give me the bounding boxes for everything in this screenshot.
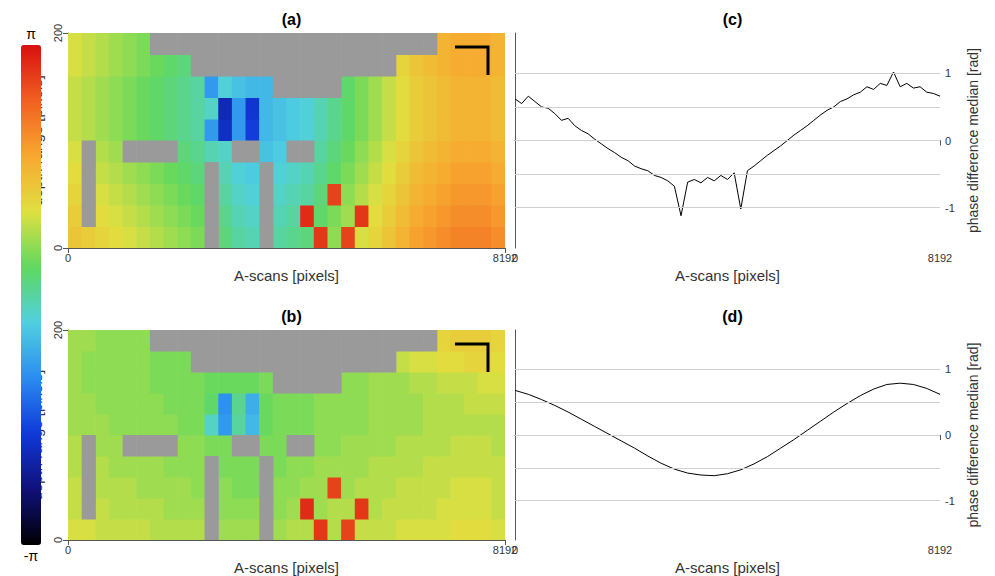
svg-text:8192: 8192 <box>928 252 952 264</box>
svg-text:(c): (c) <box>723 11 743 28</box>
svg-text:8192: 8192 <box>493 252 517 264</box>
svg-text:A-scans [pixels]: A-scans [pixels] <box>675 267 780 284</box>
svg-text:(d): (d) <box>722 308 742 325</box>
svg-text:0: 0 <box>945 429 951 441</box>
svg-text:phase difference median [rad]: phase difference median [rad] <box>965 48 981 233</box>
svg-text:200: 200 <box>52 321 64 339</box>
svg-text:(b): (b) <box>281 308 301 325</box>
svg-text:8192: 8192 <box>928 544 952 556</box>
svg-text:0: 0 <box>512 544 518 556</box>
svg-text:(a): (a) <box>282 11 302 28</box>
svg-text:-1: -1 <box>945 495 955 507</box>
svg-text:0: 0 <box>52 537 64 543</box>
svg-text:1: 1 <box>945 67 951 79</box>
svg-text:-1: -1 <box>945 202 955 214</box>
svg-text:0: 0 <box>52 245 64 251</box>
svg-text:A-scans [pixels]: A-scans [pixels] <box>234 267 339 284</box>
svg-text:0: 0 <box>65 252 71 264</box>
svg-text:0: 0 <box>945 135 951 147</box>
svg-text:π: π <box>26 26 36 42</box>
svg-text:A-scans [pixels]: A-scans [pixels] <box>675 559 780 576</box>
svg-text:1: 1 <box>945 363 951 375</box>
svg-text:-π: -π <box>24 548 39 564</box>
svg-text:8192: 8192 <box>493 544 517 556</box>
svg-text:200: 200 <box>52 24 64 42</box>
svg-text:0: 0 <box>65 544 71 556</box>
svg-text:phase difference median [rad]: phase difference median [rad] <box>965 343 981 528</box>
svg-text:0: 0 <box>512 252 518 264</box>
svg-text:A-scans [pixels]: A-scans [pixels] <box>234 559 339 576</box>
